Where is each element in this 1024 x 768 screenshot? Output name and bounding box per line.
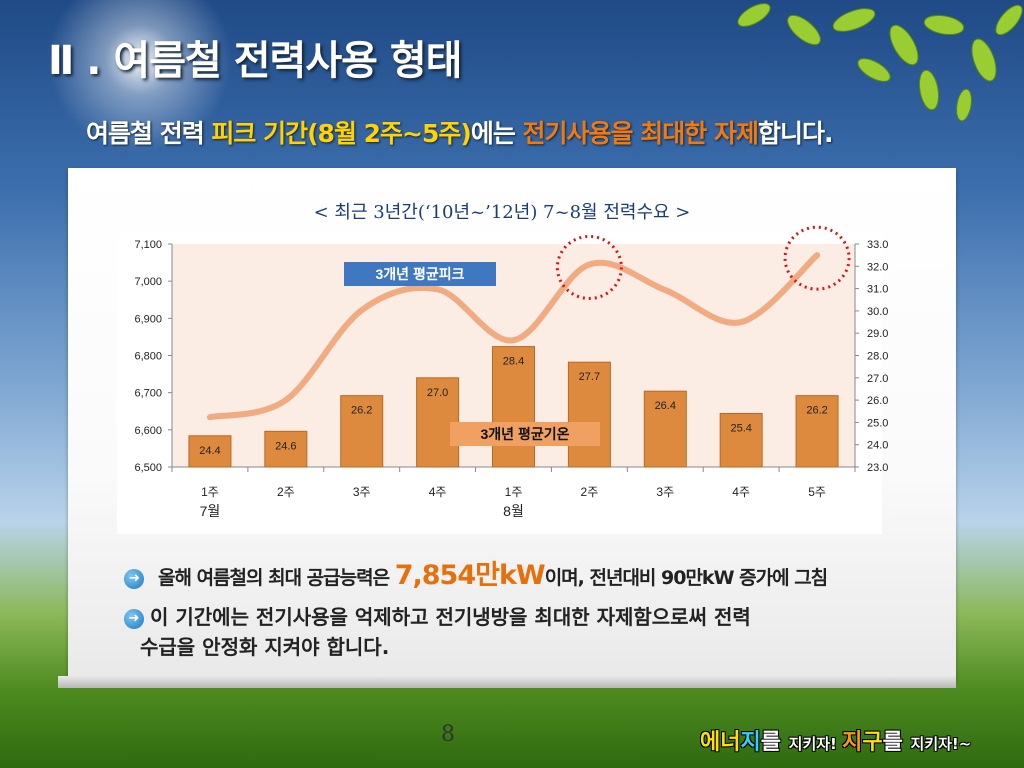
month-label: 7월 <box>200 503 221 519</box>
x-tick-label: 2주 <box>277 485 295 499</box>
subtitle-text: 합니다. <box>757 119 833 148</box>
arrow-right-icon: ➜ <box>124 609 144 629</box>
peak-highlight-circle <box>555 234 623 300</box>
subtitle-emphasis: 전기사용을 최대한 자제 <box>522 119 759 148</box>
right-tick-label: 26.0 <box>867 395 888 407</box>
right-tick-label: 30.0 <box>867 306 888 318</box>
right-tick-label: 31.0 <box>867 284 888 296</box>
temperature-bar <box>188 435 232 468</box>
x-tick-label: 4주 <box>429 485 447 499</box>
bullet-text: 이 기간에는 전기사용을 억제하고 전기냉방을 최대한 자제함으로써 전력 <box>150 605 751 629</box>
x-tick-label: 4주 <box>732 485 750 499</box>
temperature-bar <box>643 390 687 468</box>
slogan-part: 를 <box>882 730 911 755</box>
slogan-part: 에너 <box>700 730 741 755</box>
temperature-bar <box>492 346 535 468</box>
bar-value-label: 25.4 <box>730 422 751 434</box>
left-tick-label: 7,000 <box>134 276 162 288</box>
x-tick-label: 2주 <box>581 485 599 499</box>
bullet-text: 이며, 전년대비 90만kW 증가에 그침 <box>544 567 828 589</box>
subtitle-text: 에는 <box>470 119 523 148</box>
bullet-supply-capacity: ➜ 올해 여름철의 최대 공급능력은 7,854만kW이며, 전년대비 90만kW… <box>124 553 828 592</box>
peak-label: 3개년 평균피크 <box>376 266 465 282</box>
slide-title: Ⅱ . 여름철 전력사용 형태 <box>48 38 462 84</box>
right-tick-label: 28.0 <box>867 351 888 363</box>
left-tick-label: 7,100 <box>134 239 162 251</box>
bullet-text: 올해 여름철의 최대 공급능력은 <box>158 567 395 589</box>
bar-value-label: 26.4 <box>655 400 676 412</box>
temperature-bar <box>340 395 384 468</box>
subtitle-peak-period: 피크 기간(8월 2주~5주) <box>211 119 471 148</box>
bar-value-label: 24.4 <box>199 445 220 457</box>
left-tick-label: 6,800 <box>134 351 162 363</box>
page-number: 8 <box>441 722 455 747</box>
slogan-part: 를 <box>760 730 789 755</box>
right-tick-label: 32.0 <box>867 261 888 273</box>
right-tick-label: 23.0 <box>867 462 888 474</box>
x-tick-label: 3주 <box>656 485 674 499</box>
bar-value-label: 27.7 <box>579 371 600 383</box>
bar-value-label: 27.0 <box>427 387 448 399</box>
right-tick-label: 27.0 <box>867 373 888 385</box>
right-tick-label: 33.0 <box>867 239 888 251</box>
arrow-right-icon: ➜ <box>124 569 144 589</box>
slide-subtitle: 여름철 전력 피크 기간(8월 2주~5주)에는 전기사용을 최대한 자제합니다… <box>86 114 833 150</box>
leaves-decoration <box>737 3 1023 122</box>
left-tick-label: 6,600 <box>134 425 162 437</box>
x-tick-label: 3주 <box>353 485 371 499</box>
temperature-bar <box>264 430 308 468</box>
slogan: 에너지를 지키자! 지구를 지키자!~ <box>700 724 971 756</box>
right-tick-label: 24.0 <box>867 440 888 452</box>
temperature-bar <box>719 412 763 468</box>
slogan-part: 지 <box>842 730 863 755</box>
peak-highlight-circle <box>783 225 851 291</box>
temp-label: 3개년 평균기온 <box>481 426 570 442</box>
peak-label-box <box>344 262 496 286</box>
x-tick-label: 1주 <box>201 485 219 499</box>
month-label: 8월 <box>503 503 524 519</box>
slogan-part: 지키자! <box>788 735 843 753</box>
bar-value-label: 26.2 <box>806 405 827 417</box>
chart-title: < 최근 3년간(‘10년~’12년) 7~8월 전력수요 > <box>313 202 691 223</box>
left-tick-label: 6,700 <box>134 388 162 400</box>
bullet-text: 수급을 안정화 지켜야 합니다. <box>140 635 390 659</box>
x-tick-label: 1주 <box>505 485 523 499</box>
slogan-part: 지 <box>740 730 761 755</box>
temp-label-box <box>450 422 600 446</box>
supply-capacity-value: 7,854만kW <box>394 560 546 591</box>
left-tick-label: 6,500 <box>134 462 162 474</box>
right-tick-label: 29.0 <box>867 328 888 340</box>
bar-value-label: 28.4 <box>503 356 524 368</box>
temperature-bar <box>795 395 839 468</box>
left-tick-label: 6,900 <box>134 313 162 325</box>
panel-shelf <box>58 676 956 688</box>
x-tick-label: 5주 <box>808 485 826 499</box>
bar-value-label: 26.2 <box>351 405 372 417</box>
subtitle-text: 여름철 전력 <box>86 119 212 148</box>
bar-value-label: 24.6 <box>275 440 296 452</box>
slogan-part: 지키자!~ <box>910 735 972 753</box>
slogan-part: 구 <box>862 730 883 755</box>
sun-glow <box>40 0 240 160</box>
temperature-bar <box>567 361 611 468</box>
right-tick-label: 25.0 <box>867 417 888 429</box>
